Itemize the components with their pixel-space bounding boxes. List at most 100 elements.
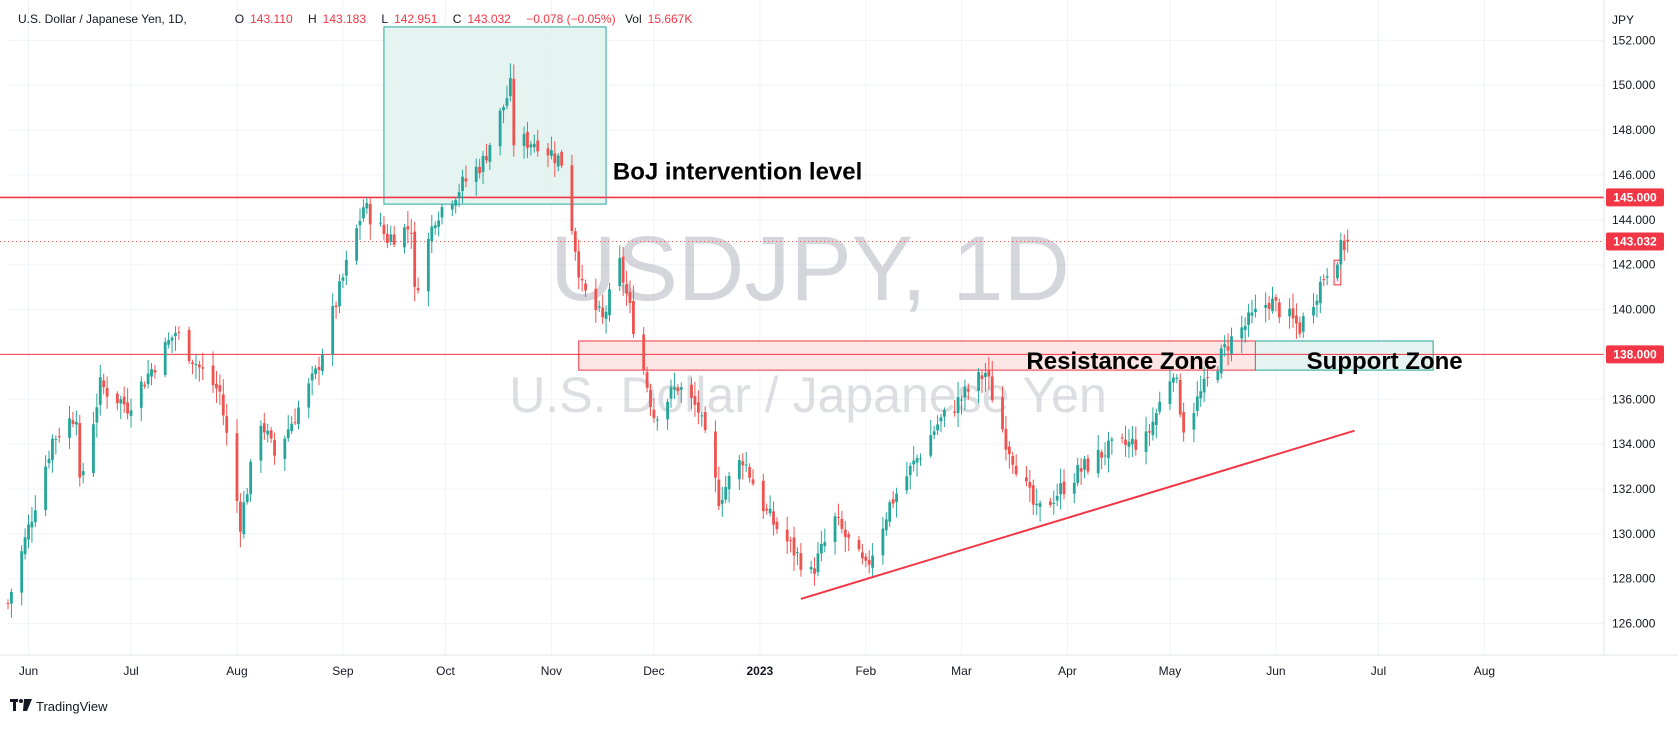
candle-body [403,227,406,248]
candle-body [1192,413,1196,430]
candle-body [857,539,861,550]
candle-body [1339,240,1343,265]
candle-body [153,370,157,373]
symbol-legend: U.S. Dollar / Japanese Yen, 1D, O 143.110… [18,12,704,26]
candle-body [604,311,608,319]
candle-body [984,372,987,377]
candle-body [1038,503,1042,507]
candle-body [368,204,372,225]
price-label: 143.032 [1613,235,1657,249]
watermark-name: U.S. Dollar / Japanese Yen [509,367,1107,423]
candle-body [1298,322,1302,334]
candle-body [177,332,181,334]
support-zone-box[interactable] [1254,340,1434,371]
candle-body [283,438,287,459]
candle-body [860,552,864,559]
candle-body [556,155,560,167]
candle-body [1059,483,1063,495]
candle-body [201,367,205,369]
candle-body [23,537,27,555]
candle-body [990,376,994,401]
candle-body [33,510,37,523]
resistance-zone-box[interactable] [578,340,1256,371]
open-value: 143.110 [250,12,293,26]
candle-body [1103,455,1107,457]
y-tick-label: 150.000 [1612,78,1656,92]
annotation-label[interactable]: Resistance Zone [1026,348,1217,375]
candle-body [1048,501,1052,505]
candle-body [225,416,229,433]
change-value: −0.078 (−0.05%) [526,12,616,26]
candle-body [358,220,362,226]
candle-body [1055,495,1059,501]
tradingview-brand[interactable]: TradingView [10,698,108,714]
ohlc-values: O 143.110 H 143.183 L 142.951 C 143.032 −0.0… [235,12,705,26]
candle-body [1014,465,1018,475]
candle-body [406,226,410,230]
candle-body [317,366,321,370]
candle-body [785,529,789,542]
candle-body [597,306,601,308]
candle-body [884,519,888,531]
candle-body [987,370,991,377]
horizontal-lines[interactable] [0,196,1604,355]
candle-body [105,387,109,397]
candle-body [1158,401,1162,412]
candle-body [1318,281,1322,304]
candle-body [679,387,683,390]
candle-body [211,365,215,386]
price-label-box [1606,345,1664,364]
trendline-support[interactable] [800,429,1355,600]
zones[interactable] [383,26,1434,371]
annotation-label[interactable]: BoJ intervention level [613,158,862,185]
candle-body [1124,439,1127,446]
candle-body [426,238,430,292]
candle-body [1206,377,1209,379]
candle-body [478,166,482,174]
candle-body [939,417,943,422]
candle-body [748,467,752,478]
candle-body [508,78,512,97]
candle-body [218,385,222,392]
candle-body [727,475,731,490]
candle-body [1295,315,1298,324]
candle-body [642,334,646,371]
candle-body [649,389,652,408]
candle-body [1120,437,1124,439]
price-axis[interactable]: JPY 152.000 150.000 148.000 146.000 144.000 1… [1603,0,1664,655]
candle-body [1288,308,1291,317]
candle-body [146,373,150,385]
candle-body [242,502,246,535]
support-zone-box[interactable] [383,26,607,205]
candle-body [430,226,434,242]
candle-body [1168,381,1172,404]
trendline[interactable] [800,429,1355,600]
candle-body [652,409,656,419]
volume-value: 15.667K [647,12,693,26]
candle-body [1083,459,1086,470]
candle-body [526,131,529,148]
candle-body [488,145,492,162]
open-label: O [234,12,245,26]
candle-body [1199,391,1203,399]
x-tick-label: Aug [226,664,247,678]
symbol-title[interactable]: U.S. Dollar / Japanese Yen, 1D, [18,12,187,26]
high-label: H [307,12,317,26]
candle-body [1182,412,1186,433]
candle-body [765,508,769,511]
candle-body [912,460,916,465]
candle-body [628,291,632,304]
annotations[interactable]: BoJ intervention level Resistance Zone Sup… [613,158,1463,375]
candle-body [1086,458,1090,472]
candle-body [775,521,779,530]
candle-body [573,231,577,252]
annotation-label[interactable]: Support Zone [1307,348,1463,375]
price-label-box [1606,188,1664,207]
candle-body [888,502,892,522]
candle-body [143,384,147,387]
high-value: 143.183 [322,12,367,26]
time-axis[interactable]: Jun Jul Aug Sep Oct Nov Dec 2023 Feb Mar Apr May Jun… [0,654,1678,678]
candle-body [341,277,345,281]
